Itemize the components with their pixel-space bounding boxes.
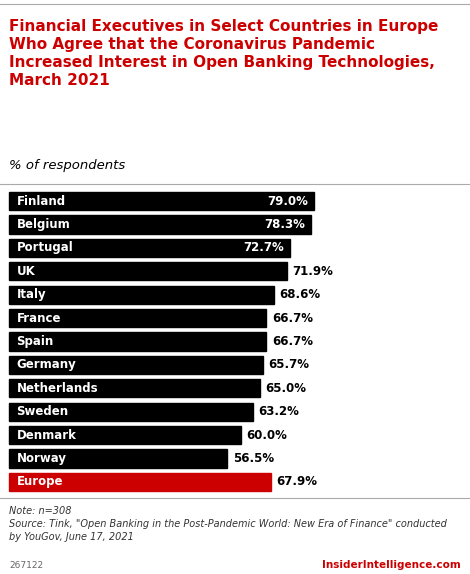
Text: Finland: Finland [16,195,66,208]
Text: Germany: Germany [16,358,76,371]
Text: Portugal: Portugal [16,242,73,254]
Bar [9,449,227,468]
Text: Sweden: Sweden [16,405,69,418]
Bar [9,426,241,444]
Text: Spain: Spain [16,335,54,348]
Text: 267122: 267122 [9,561,44,570]
Text: 63.2%: 63.2% [258,405,299,418]
Text: Financial Executives in Select Countries in Europe
Who Agree that the Coronaviru: Financial Executives in Select Countries… [9,19,439,88]
Text: 72.7%: 72.7% [243,242,284,254]
Bar [9,356,263,374]
Text: Note: n=308
Source: Tink, "Open Banking in the Post-Pandemic World: New Era of F: Note: n=308 Source: Tink, "Open Banking … [9,506,447,542]
Text: % of respondents: % of respondents [9,159,125,172]
Text: 67.9%: 67.9% [277,475,318,488]
Bar [9,215,311,234]
Bar [9,332,266,351]
Bar [9,192,314,210]
Text: 68.6%: 68.6% [280,288,321,301]
Text: Norway: Norway [16,452,66,465]
Text: 78.3%: 78.3% [265,218,306,231]
Text: UK: UK [16,265,35,278]
Text: France: France [16,312,61,325]
Text: 65.0%: 65.0% [266,382,306,395]
Text: 71.9%: 71.9% [292,265,333,278]
Text: Netherlands: Netherlands [16,382,98,395]
Bar [9,402,253,421]
Text: 65.7%: 65.7% [268,358,309,371]
Text: 66.7%: 66.7% [272,312,313,325]
Bar [9,379,260,397]
Text: Denmark: Denmark [16,429,76,441]
Text: 56.5%: 56.5% [233,452,274,465]
Bar [9,239,290,257]
Text: 60.0%: 60.0% [246,429,287,441]
Text: InsiderIntelligence.com: InsiderIntelligence.com [322,560,461,570]
Bar [9,286,274,304]
Bar [9,309,266,327]
Bar [9,473,271,491]
Text: Belgium: Belgium [16,218,70,231]
Text: 79.0%: 79.0% [267,195,308,208]
Text: Europe: Europe [16,475,63,488]
Text: 66.7%: 66.7% [272,335,313,348]
Text: Italy: Italy [16,288,46,301]
Bar [9,262,287,281]
